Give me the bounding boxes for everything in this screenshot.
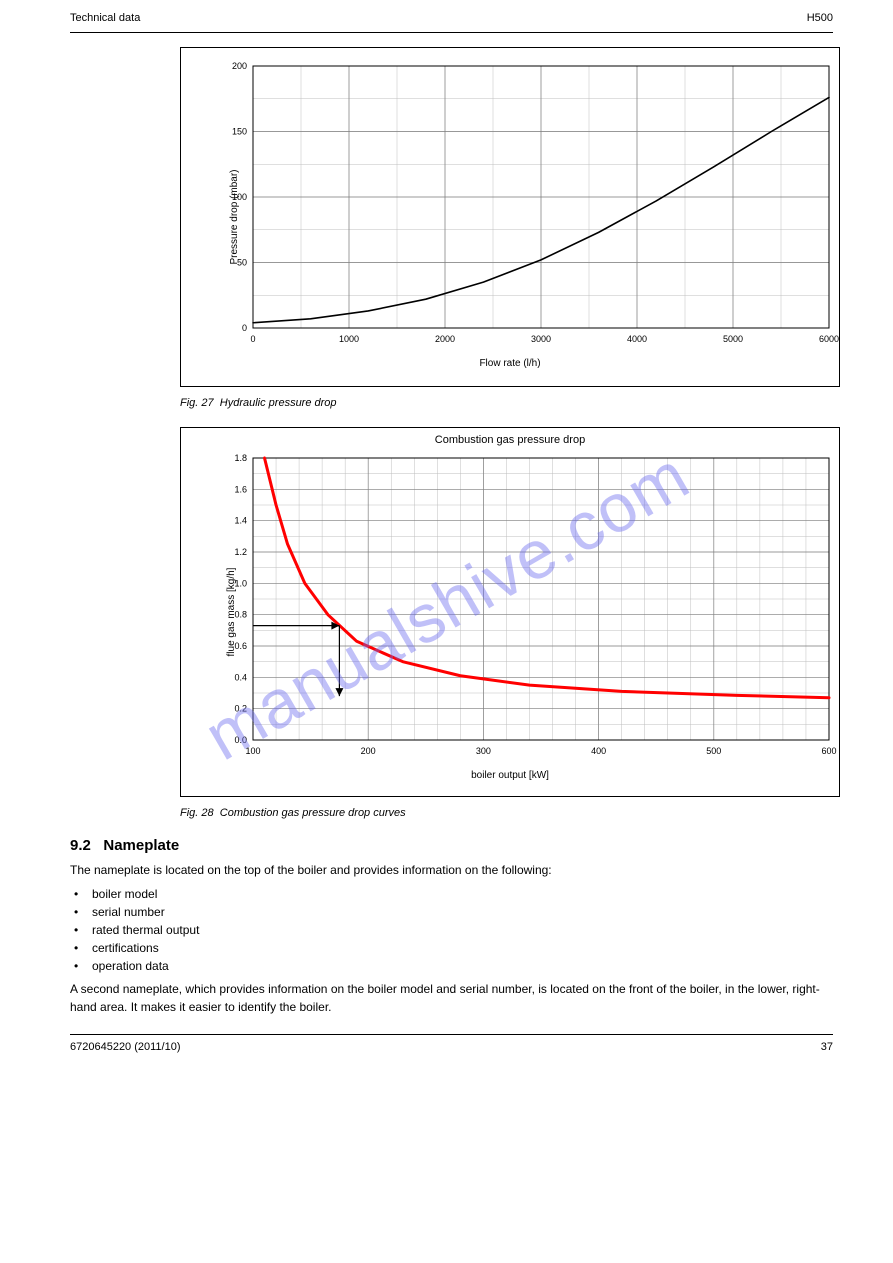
- svg-text:3000: 3000: [531, 334, 551, 344]
- section-p1: The nameplate is located on the top of t…: [70, 862, 833, 879]
- svg-text:1.6: 1.6: [234, 484, 247, 494]
- svg-text:1.2: 1.2: [234, 547, 247, 557]
- chart-hydraulic-pressure-drop: Pressure drop (mbar) 0100020003000400050…: [180, 47, 840, 387]
- bullet-item: •certifications: [70, 939, 833, 957]
- svg-text:600: 600: [821, 746, 836, 756]
- svg-text:400: 400: [591, 746, 606, 756]
- svg-text:2000: 2000: [435, 334, 455, 344]
- footer-left: 6720645220 (2011/10): [70, 1041, 181, 1053]
- chart1-xlabel: Flow rate (l/h): [181, 356, 839, 375]
- svg-text:500: 500: [706, 746, 721, 756]
- header-left: Technical data: [70, 12, 140, 24]
- svg-text:0.2: 0.2: [234, 704, 247, 714]
- svg-text:150: 150: [232, 127, 247, 137]
- svg-text:4000: 4000: [627, 334, 647, 344]
- bullet-item: •operation data: [70, 957, 833, 975]
- svg-text:6000: 6000: [819, 334, 839, 344]
- section-p2: A second nameplate, which provides infor…: [70, 981, 833, 1016]
- chart-combustion-gas-pressure-drop: Combustion gas pressure drop flue gas ma…: [180, 427, 840, 797]
- bullet-item: •rated thermal output: [70, 921, 833, 939]
- chart2-title: Combustion gas pressure drop: [181, 428, 839, 448]
- svg-text:0: 0: [242, 323, 247, 333]
- footer-right: 37: [821, 1041, 833, 1053]
- svg-text:300: 300: [476, 746, 491, 756]
- header-rule: [70, 32, 833, 33]
- chart2-ylabel: flue gas mass [kg/h]: [226, 568, 237, 657]
- section-heading: 9.2 Nameplate: [70, 837, 833, 854]
- svg-text:0.0: 0.0: [234, 735, 247, 745]
- chart1-caption: Fig. 27 Hydraulic pressure drop: [180, 397, 833, 409]
- chart1-svg: 0100020003000400050006000050100150200: [181, 56, 841, 356]
- bullet-item: •boiler model: [70, 885, 833, 903]
- svg-text:1000: 1000: [339, 334, 359, 344]
- footer-rule: [70, 1034, 833, 1035]
- bullet-item: •serial number: [70, 903, 833, 921]
- chart2-svg: 1002003004005006000.00.20.40.60.81.01.21…: [181, 448, 841, 768]
- svg-text:5000: 5000: [723, 334, 743, 344]
- svg-text:1.4: 1.4: [234, 516, 247, 526]
- svg-text:0: 0: [250, 334, 255, 344]
- chart1-ylabel: Pressure drop (mbar): [229, 169, 240, 264]
- chart2-xlabel: boiler output [kW]: [181, 768, 839, 787]
- header-right: H500: [807, 12, 833, 24]
- svg-text:1.8: 1.8: [234, 453, 247, 463]
- svg-text:200: 200: [361, 746, 376, 756]
- bullet-list: •boiler model•serial number•rated therma…: [70, 885, 833, 975]
- svg-text:200: 200: [232, 61, 247, 71]
- svg-text:0.4: 0.4: [234, 672, 247, 682]
- svg-text:100: 100: [245, 746, 260, 756]
- chart1-title: [181, 48, 839, 56]
- chart2-caption: Fig. 28 Combustion gas pressure drop cur…: [180, 807, 833, 819]
